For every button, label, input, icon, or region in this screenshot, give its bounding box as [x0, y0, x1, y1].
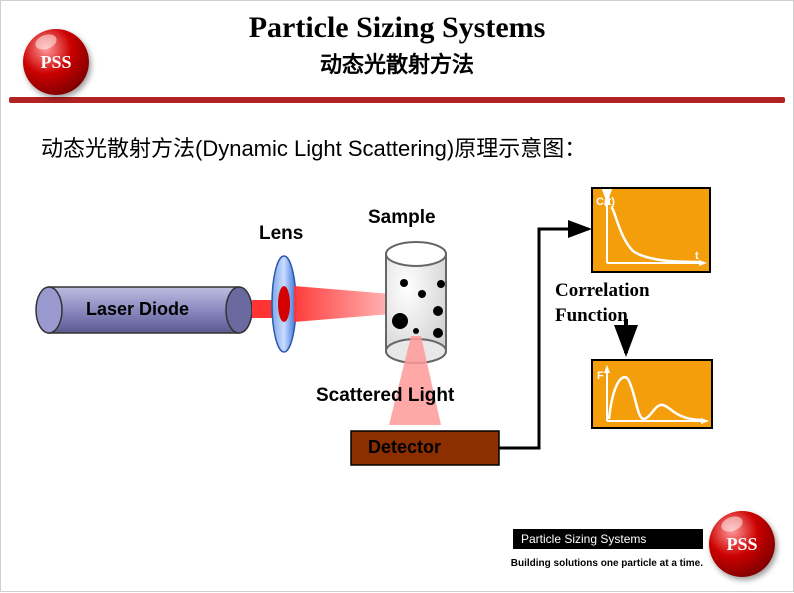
logo-text-b: PSS: [726, 534, 757, 555]
footer-brand-bar: Particle Sizing Systems: [513, 529, 703, 549]
signal-path: [499, 229, 589, 448]
footer-tagline: Building solutions one particle at a tim…: [511, 558, 703, 569]
pss-logo-bottom: PSS: [709, 511, 775, 577]
scattered-label: Scattered Light: [316, 385, 454, 407]
lens-spot: [278, 286, 290, 322]
detector-label: Detector: [368, 437, 441, 458]
svg-text:C(t): C(t): [596, 196, 615, 208]
svg-text:t: t: [695, 250, 699, 262]
pss-logo-circle-b: PSS: [709, 511, 775, 577]
svg-text:F: F: [597, 370, 604, 382]
plot-distribution: F: [591, 359, 713, 429]
dls-diagram: [1, 1, 794, 593]
laser-label: Laser Diode: [86, 299, 189, 320]
plot-correlation: C(t) t: [591, 187, 711, 273]
lens-label: Lens: [259, 223, 303, 245]
sample-label: Sample: [368, 207, 436, 229]
beam-cone: [294, 286, 391, 322]
correlation-label: CorrelationFunction: [555, 279, 650, 328]
